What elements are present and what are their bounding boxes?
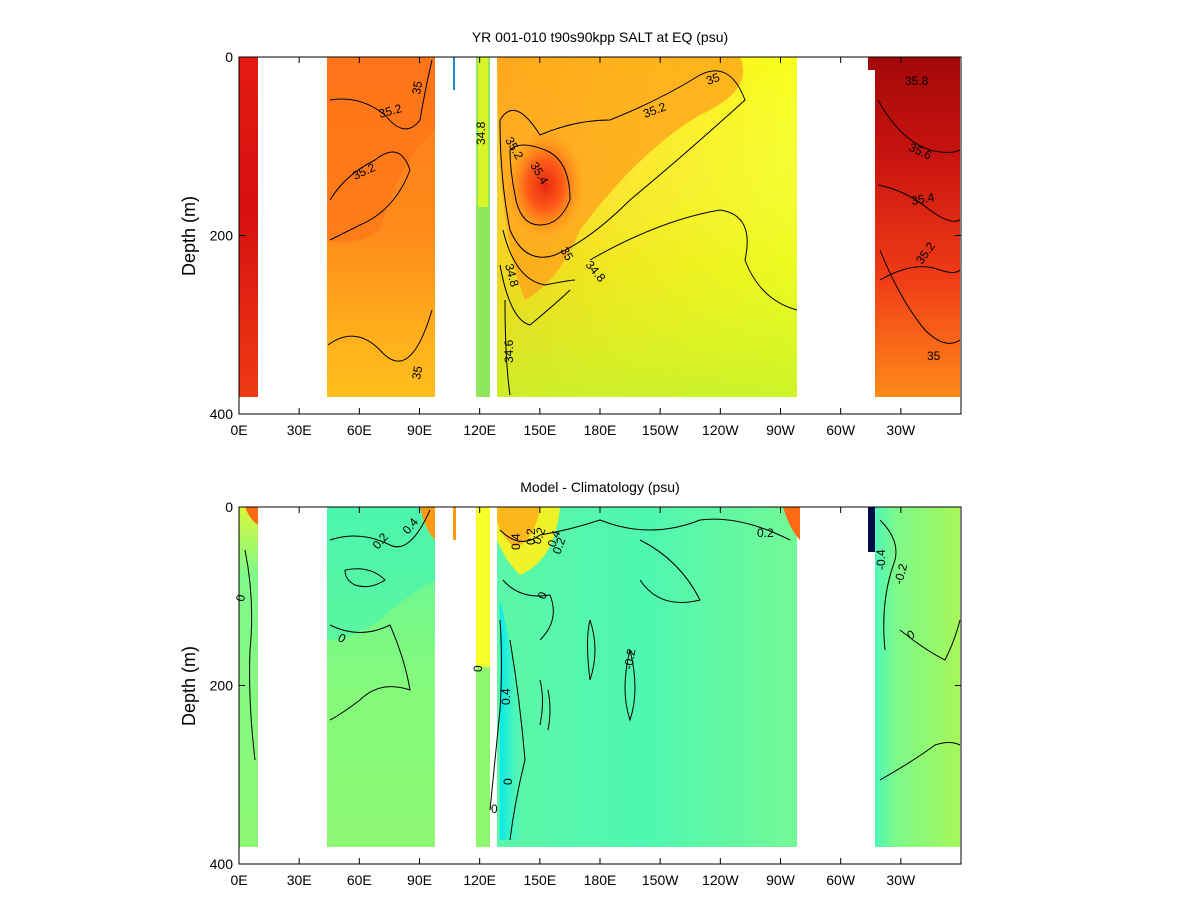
x-tick-label: 60W xyxy=(826,422,856,438)
x-tick-label: 150W xyxy=(642,872,679,888)
x-tick-label: 30E xyxy=(287,422,312,438)
salinity-title: YR 001-010 t90s90kpp SALT at EQ (psu) xyxy=(472,29,728,45)
x-tick-label: 30W xyxy=(886,872,916,888)
field-hotspot xyxy=(245,507,258,525)
field-strip-1 xyxy=(453,57,455,90)
field-strip-2 xyxy=(476,507,490,667)
contour-label: 0.4 xyxy=(545,528,564,549)
y-tick-label: 400 xyxy=(210,406,234,422)
field-notch-2 xyxy=(868,552,875,847)
x-tick-label: 120E xyxy=(463,422,496,438)
field-strip-4 xyxy=(490,507,497,847)
salinity-ticks: 0E 30E 60E 90E 120E 150E 180E 150W 120W 90W 60W 30W… xyxy=(210,49,961,438)
x-tick-label: 150W xyxy=(642,422,679,438)
field-tongue-2 xyxy=(497,507,540,548)
salinity-field xyxy=(239,57,960,397)
difference-ticks: 0E 30E 60E 90E 120E 150E 180E 150W 120W 90W 60W 30W… xyxy=(210,499,961,888)
y-tick-label: 0 xyxy=(225,49,233,65)
field-shade-indian xyxy=(327,57,435,244)
field-strip-3 xyxy=(476,667,490,847)
contour-label: 0 xyxy=(535,590,551,601)
y-tick-label: 0 xyxy=(225,499,233,515)
y-tick-label: 400 xyxy=(210,856,234,872)
difference-field xyxy=(239,507,960,847)
x-tick-label: 90E xyxy=(407,872,432,888)
field-notch xyxy=(868,70,875,397)
difference-contours xyxy=(244,509,961,841)
contour-label: -0.4 xyxy=(874,549,888,570)
x-tick-label: 90W xyxy=(766,422,796,438)
contour-label: -0.2 xyxy=(891,562,910,586)
contour-label: 35.2 xyxy=(377,101,403,121)
field-tongue xyxy=(497,57,744,300)
field-strip-3 xyxy=(478,57,488,207)
x-tick-label: 120E xyxy=(463,872,496,888)
field-region-pacific xyxy=(497,507,797,847)
field-pacific-east-gap xyxy=(797,550,800,847)
x-tick-label: 90W xyxy=(766,872,796,888)
x-tick-label: 60W xyxy=(826,872,856,888)
y-tick-label: 200 xyxy=(210,678,234,694)
x-tick-label: 0E xyxy=(230,422,247,438)
contour-label: 35 xyxy=(409,365,425,381)
contour-label: 0.2 xyxy=(757,526,774,540)
x-tick-label: 180E xyxy=(584,422,617,438)
x-tick-label: 180E xyxy=(584,872,617,888)
contour-label: 35.4 xyxy=(910,190,936,208)
field-shade-indian xyxy=(327,507,435,640)
field-region-indian xyxy=(327,57,435,397)
field-notch xyxy=(868,507,875,552)
salinity-contours xyxy=(327,59,961,396)
contour-label: 0.2 xyxy=(530,525,549,546)
contour-label: 34.8 xyxy=(502,262,522,288)
field-hotspot xyxy=(783,507,800,540)
contour-label: 0 xyxy=(491,802,498,816)
x-tick-label: 30E xyxy=(287,872,312,888)
contour-label: 35 xyxy=(704,70,722,88)
salinity-ylabel: Depth (m) xyxy=(179,196,199,276)
x-tick-label: 90E xyxy=(407,422,432,438)
x-tick-label: 0E xyxy=(230,872,247,888)
contour-label: 0.4 xyxy=(499,688,513,705)
x-tick-label: 60E xyxy=(347,422,372,438)
contour-label: 0.2 xyxy=(524,528,538,545)
contour-label: -0.2 xyxy=(621,647,638,670)
field-region-west xyxy=(239,507,258,847)
contour-label: 0 xyxy=(501,778,515,785)
contour-label: 34.8 xyxy=(474,121,488,145)
contour-label: 35.8 xyxy=(905,74,929,88)
contour-label: 34.6 xyxy=(502,339,516,363)
field-hotspot xyxy=(420,507,435,540)
x-tick-label: 150E xyxy=(523,422,556,438)
contour-label: 0 xyxy=(471,665,485,672)
contour-label: 35 xyxy=(409,80,425,96)
salinity-panel: YR 001-010 t90s90kpp SALT at EQ (psu) xyxy=(179,29,962,438)
difference-ylabel: Depth (m) xyxy=(179,646,199,726)
x-tick-label: 60E xyxy=(347,872,372,888)
y-tick-label: 200 xyxy=(210,228,234,244)
contour-label: 35 xyxy=(557,245,576,264)
x-tick-label: 150E xyxy=(523,872,556,888)
contour-label: 0 xyxy=(233,593,248,602)
contour-label: 0.2 xyxy=(550,535,569,556)
x-tick-label: 120W xyxy=(702,422,739,438)
field-pacific-east-gap xyxy=(797,110,800,397)
field-region-atlantic xyxy=(868,57,960,397)
field-core xyxy=(505,130,585,240)
contour-label: 35 xyxy=(927,349,941,363)
field-strip-4 xyxy=(490,57,497,397)
contour-label: 0.4 xyxy=(509,533,523,550)
field-cyan-core xyxy=(500,600,523,840)
field-region-atlantic xyxy=(868,507,960,847)
field-region-west xyxy=(239,57,258,397)
field-strip-1 xyxy=(453,507,456,540)
difference-panel: Model - Climatology (psu) xyxy=(179,479,962,888)
x-tick-label: 30W xyxy=(886,422,916,438)
x-tick-label: 120W xyxy=(702,872,739,888)
difference-title: Model - Climatology (psu) xyxy=(520,479,680,495)
